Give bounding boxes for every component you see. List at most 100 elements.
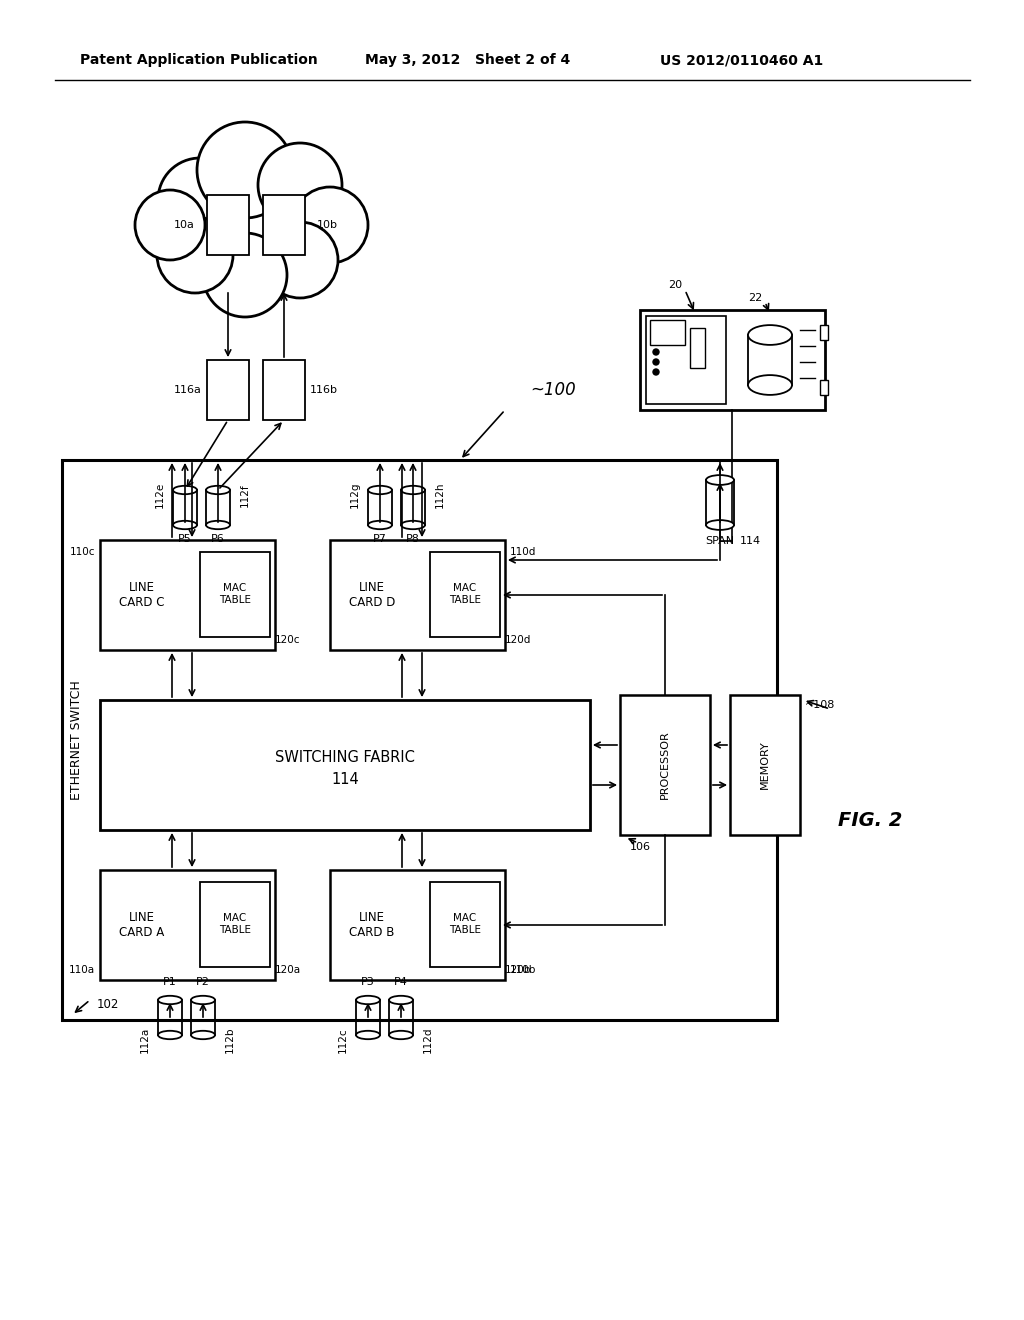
Text: FIG. 2: FIG. 2 (838, 810, 902, 829)
Ellipse shape (206, 521, 230, 529)
Text: ETHERNET SWITCH: ETHERNET SWITCH (70, 680, 83, 800)
Text: 116a: 116a (174, 385, 202, 395)
Ellipse shape (706, 475, 734, 484)
Text: MAC
TABLE: MAC TABLE (449, 583, 481, 605)
Bar (100, 700, 590, 830)
Circle shape (653, 348, 659, 355)
Text: P8: P8 (407, 535, 420, 544)
Text: P2: P2 (196, 977, 210, 987)
Text: ~108: ~108 (805, 700, 836, 710)
Text: P7: P7 (373, 535, 387, 544)
Ellipse shape (389, 1031, 413, 1039)
Bar (200, 552, 270, 638)
Circle shape (157, 216, 233, 293)
Circle shape (158, 158, 242, 242)
Bar (207, 195, 249, 255)
Text: 112f: 112f (240, 483, 250, 507)
Text: Patent Application Publication: Patent Application Publication (80, 53, 317, 67)
Ellipse shape (191, 1031, 215, 1039)
Bar (100, 540, 275, 649)
Ellipse shape (158, 995, 182, 1005)
Text: 120b: 120b (505, 965, 531, 975)
Text: 112d: 112d (423, 1027, 433, 1053)
Ellipse shape (706, 520, 734, 529)
Bar (207, 360, 249, 420)
Text: P6: P6 (211, 535, 225, 544)
Text: 106: 106 (630, 842, 651, 851)
Text: US 2012/0110460 A1: US 2012/0110460 A1 (660, 53, 823, 67)
Text: 114: 114 (740, 536, 761, 546)
Ellipse shape (748, 375, 792, 395)
Circle shape (203, 234, 287, 317)
Bar (62, 459, 777, 1020)
Text: 10b: 10b (317, 220, 338, 230)
Circle shape (653, 370, 659, 375)
Text: SWITCHING FABRIC: SWITCHING FABRIC (275, 750, 415, 764)
Circle shape (197, 121, 293, 218)
Bar (646, 315, 726, 404)
Bar (430, 552, 500, 638)
Circle shape (292, 187, 368, 263)
Bar (100, 870, 275, 979)
Text: 112a: 112a (140, 1027, 150, 1053)
Bar (730, 696, 800, 836)
Text: 112g: 112g (350, 482, 360, 508)
Ellipse shape (368, 486, 392, 494)
Bar (430, 882, 500, 968)
Text: 120a: 120a (275, 965, 301, 975)
Text: MAC
TABLE: MAC TABLE (219, 913, 251, 935)
Ellipse shape (356, 995, 380, 1005)
Bar (330, 870, 505, 979)
Bar (263, 360, 305, 420)
Bar (330, 540, 505, 649)
Bar (620, 696, 710, 836)
Text: 116b: 116b (310, 385, 338, 395)
Text: PROCESSOR: PROCESSOR (660, 731, 670, 800)
Circle shape (258, 143, 342, 227)
Circle shape (653, 359, 659, 366)
Text: 112h: 112h (435, 482, 445, 508)
Bar (200, 882, 270, 968)
Bar (820, 325, 828, 341)
Bar (263, 195, 305, 255)
Ellipse shape (389, 995, 413, 1005)
Bar (640, 310, 825, 411)
Text: 112e: 112e (155, 482, 165, 508)
Ellipse shape (206, 486, 230, 494)
Text: 20: 20 (668, 280, 682, 290)
Text: MEMORY: MEMORY (760, 741, 770, 789)
Ellipse shape (401, 521, 425, 529)
Text: P4: P4 (394, 977, 408, 987)
Text: P5: P5 (178, 535, 191, 544)
Ellipse shape (191, 995, 215, 1005)
Bar (820, 380, 828, 395)
Bar (650, 319, 685, 345)
Ellipse shape (173, 486, 197, 494)
Text: 10a: 10a (174, 220, 195, 230)
Circle shape (262, 222, 338, 298)
Text: 120d: 120d (505, 635, 531, 645)
Text: LINE
CARD A: LINE CARD A (120, 911, 165, 939)
Bar (690, 327, 705, 368)
Ellipse shape (158, 1031, 182, 1039)
Text: SPAN: SPAN (706, 536, 734, 546)
Text: MAC
TABLE: MAC TABLE (449, 913, 481, 935)
Text: LINE
CARD D: LINE CARD D (349, 581, 395, 609)
Text: LINE
CARD B: LINE CARD B (349, 911, 394, 939)
Text: P1: P1 (163, 977, 177, 987)
Text: 110d: 110d (510, 546, 537, 557)
Text: 112c: 112c (338, 1027, 348, 1053)
Ellipse shape (173, 521, 197, 529)
Ellipse shape (356, 1031, 380, 1039)
Circle shape (135, 190, 205, 260)
Text: 22: 22 (748, 293, 762, 304)
Text: 110b: 110b (510, 965, 537, 975)
Ellipse shape (368, 521, 392, 529)
Text: 110c: 110c (70, 546, 95, 557)
Ellipse shape (401, 486, 425, 494)
Text: MAC
TABLE: MAC TABLE (219, 583, 251, 605)
Text: LINE
CARD C: LINE CARD C (119, 581, 165, 609)
Text: 112b: 112b (225, 1027, 234, 1053)
Text: 120c: 120c (275, 635, 300, 645)
Text: 114: 114 (331, 771, 358, 787)
